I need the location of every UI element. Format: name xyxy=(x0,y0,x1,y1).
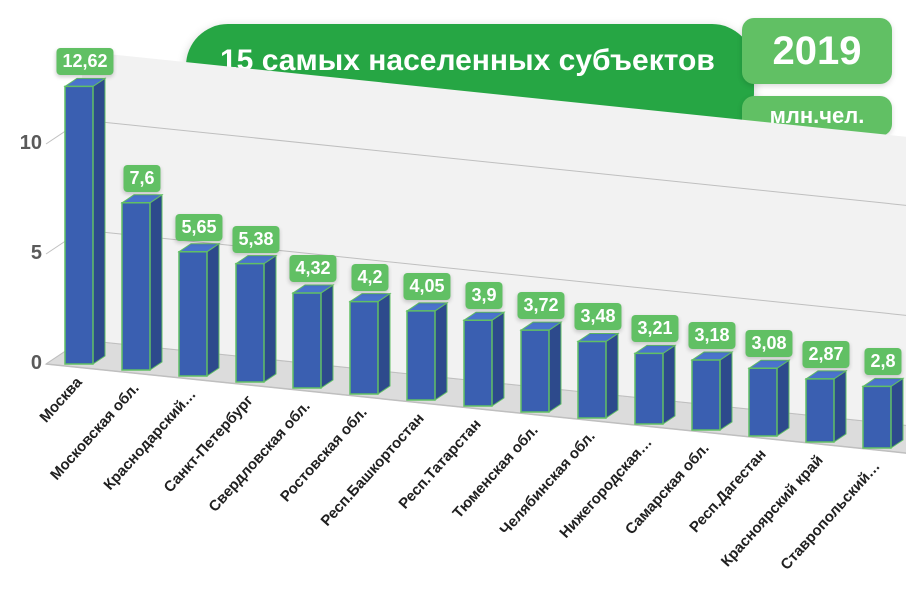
value-badge: 2,8 xyxy=(864,348,901,375)
value-badge: 5,65 xyxy=(175,214,222,241)
value-badge: 3,18 xyxy=(688,322,735,349)
value-badge: 3,08 xyxy=(745,330,792,357)
y-tick-label: 0 xyxy=(8,352,42,375)
value-badge: 12,62 xyxy=(56,48,113,75)
value-badge: 4,2 xyxy=(351,264,388,291)
y-tick-label: 10 xyxy=(8,132,42,155)
value-badge: 4,05 xyxy=(403,273,450,300)
chart-stage: { "viewport": { "width": 906, "height": … xyxy=(0,0,906,596)
value-badge: 3,72 xyxy=(517,292,564,319)
value-badge: 5,38 xyxy=(232,226,279,253)
value-badge: 3,48 xyxy=(574,303,621,330)
y-tick-label: 5 xyxy=(8,242,42,265)
value-badge: 7,6 xyxy=(123,165,160,192)
value-badge: 4,32 xyxy=(289,255,336,282)
value-badge: 2,87 xyxy=(802,341,849,368)
value-badge: 3,9 xyxy=(465,282,502,309)
value-badge: 3,21 xyxy=(631,315,678,342)
